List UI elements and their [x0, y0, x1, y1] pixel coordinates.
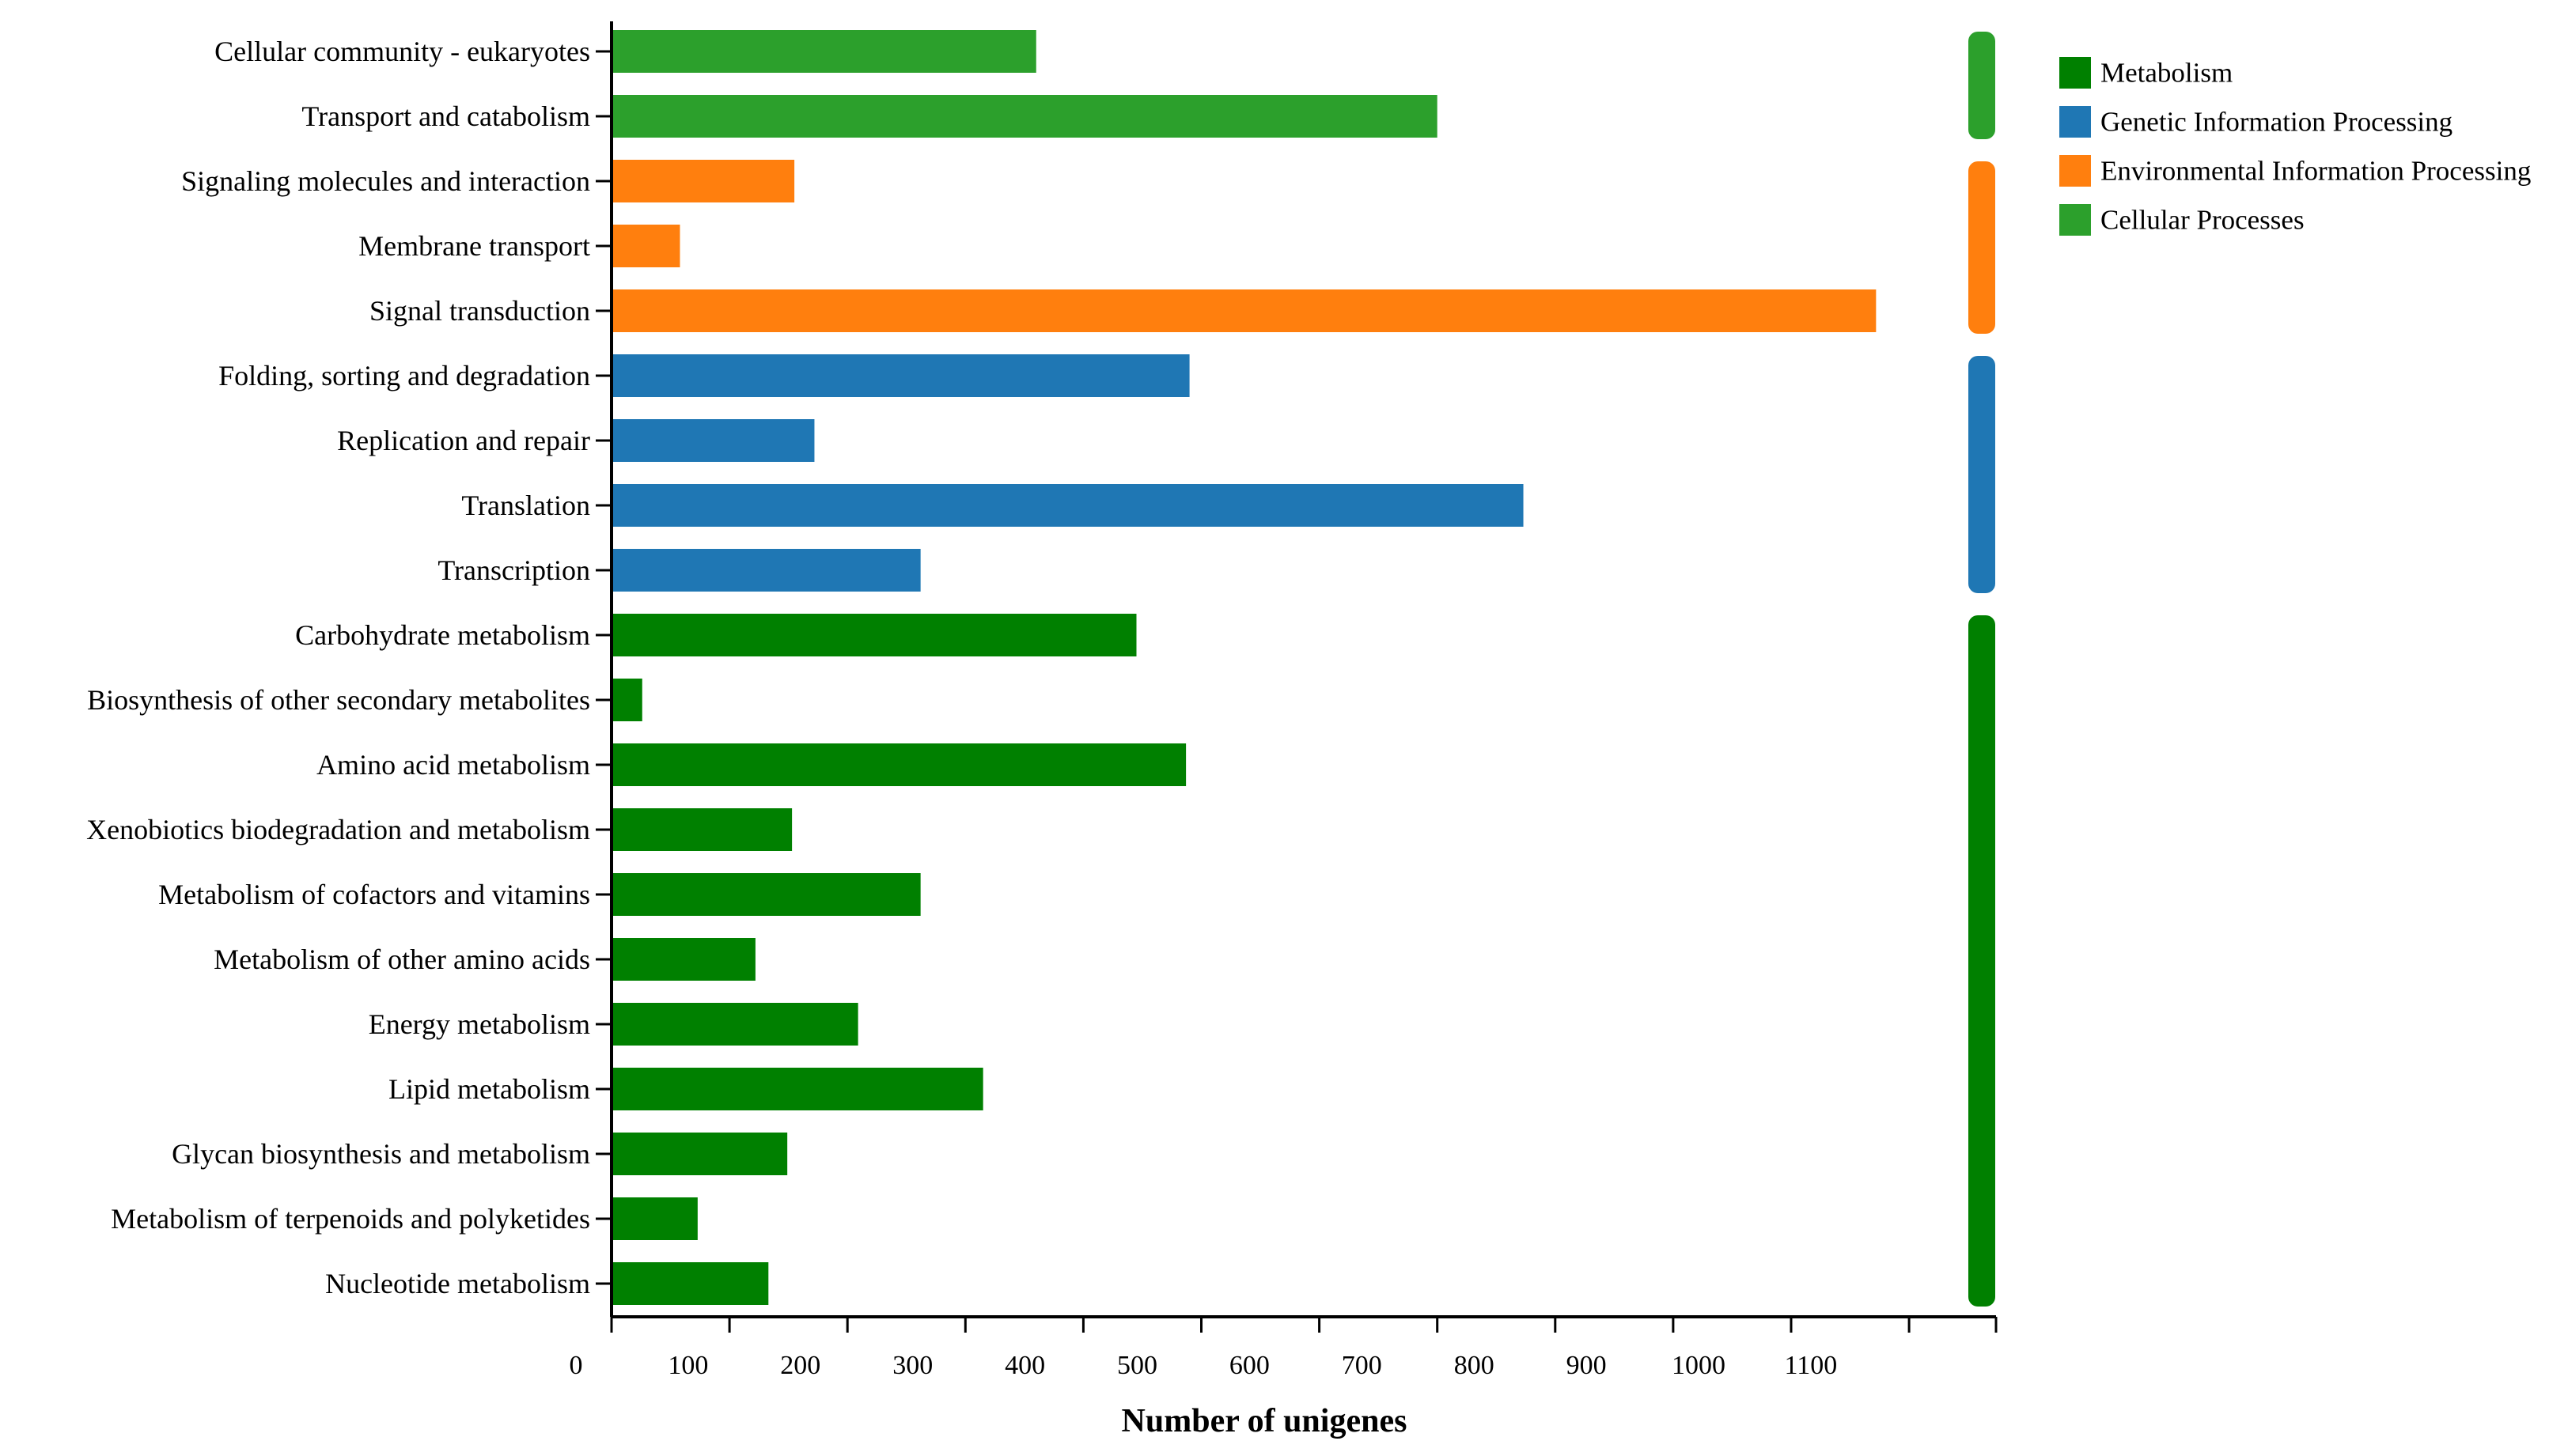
axes [596, 21, 1998, 1333]
bar-xenobiotics-biodegradation-and-metabolism [612, 808, 793, 851]
bar-metabolism-of-other-amino-acids [612, 938, 756, 981]
x-tick-label: 1100 [1785, 1351, 1838, 1380]
category-label: Folding, sorting and degradation [218, 360, 590, 391]
x-tick-label: 1000 [1672, 1351, 1725, 1380]
category-label: Replication and repair [337, 425, 590, 456]
group-bracket-genetic-information-processing [1968, 356, 1995, 593]
legend-label: Metabolism [2100, 58, 2233, 89]
bar-transport-and-catabolism [612, 95, 1437, 138]
category-label: Xenobiotics biodegradation and metabolis… [86, 814, 590, 845]
legend-label: Environmental Information Processing [2100, 156, 2531, 187]
bar-metabolism-of-cofactors-and-vitamins [612, 873, 921, 916]
category-label: Carbohydrate metabolism [295, 619, 590, 651]
bar-glycan-biosynthesis-and-metabolism [612, 1133, 788, 1175]
group-bracket-metabolism [1968, 615, 1995, 1307]
x-tick-label: 100 [668, 1351, 708, 1380]
bar-cellular-community-eukaryotes [612, 30, 1036, 73]
category-label: Signaling molecules and interaction [181, 165, 590, 197]
x-tick-label: 400 [1005, 1351, 1045, 1380]
bar-amino-acid-metabolism [612, 743, 1187, 786]
category-label: Energy metabolism [369, 1008, 590, 1040]
legend-swatch [2059, 204, 2091, 236]
category-label: Signal transduction [369, 295, 590, 327]
x-ticks: 0 100 200 300 400 500 600 700 800 900 1000 1100 [570, 1317, 1911, 1380]
bar-signal-transduction [612, 289, 1877, 332]
group-brackets [1968, 32, 1995, 1307]
category-label: Metabolism of cofactors and vitamins [158, 879, 590, 910]
legend-swatch [2059, 155, 2091, 187]
x-tick-label: 600 [1229, 1351, 1270, 1380]
bars-layer [612, 30, 1877, 1305]
bar-replication-and-repair [612, 419, 815, 462]
category-label: Lipid metabolism [388, 1073, 590, 1105]
x-tick-label: 700 [1342, 1351, 1382, 1380]
x-tick-label: 0 [570, 1351, 583, 1380]
bar-metabolism-of-terpenoids-and-polyketides [612, 1197, 698, 1240]
group-bracket-cellular-processes [1968, 32, 1995, 139]
category-labels: Cellular community - eukaryotes Transport… [86, 36, 590, 1299]
legend: Metabolism Genetic Information Processing… [2059, 57, 2531, 236]
category-label: Glycan biosynthesis and metabolism [172, 1138, 590, 1170]
bar-folding-sorting-and-degradation [612, 354, 1190, 397]
bar-signaling-molecules-and-interaction [612, 160, 795, 202]
category-label: Amino acid metabolism [316, 749, 590, 781]
bar-membrane-transport [612, 225, 680, 267]
bar-transcription [612, 549, 921, 592]
x-tick-label: 200 [780, 1351, 820, 1380]
x-tick-label: 800 [1454, 1351, 1494, 1380]
bar-energy-metabolism [612, 1003, 858, 1046]
bar-lipid-metabolism [612, 1068, 983, 1110]
category-label: Metabolism of other amino acids [214, 944, 590, 975]
category-label: Nucleotide metabolism [325, 1268, 590, 1299]
legend-label: Cellular Processes [2100, 205, 2305, 236]
legend-label: Genetic Information Processing [2100, 107, 2452, 138]
category-label: Membrane transport [358, 230, 590, 262]
category-label: Transport and catabolism [301, 100, 590, 132]
category-label: Translation [461, 490, 590, 521]
bar-nucleotide-metabolism [612, 1262, 769, 1305]
bar-translation [612, 484, 1524, 527]
x-tick-label: 500 [1117, 1351, 1157, 1380]
category-label: Biosynthesis of other secondary metaboli… [87, 684, 590, 716]
x-axis-title: Number of unigenes [1122, 1403, 1407, 1439]
legend-swatch [2059, 57, 2091, 89]
legend-swatch [2059, 106, 2091, 138]
category-label: Cellular community - eukaryotes [214, 36, 590, 67]
category-label: Transcription [437, 554, 590, 586]
bar-biosynthesis-of-other-secondary-metabolites [612, 679, 642, 721]
x-tick-label: 300 [892, 1351, 933, 1380]
x-tick-label: 900 [1566, 1351, 1607, 1380]
group-bracket-environmental-information-processing [1968, 161, 1995, 334]
bar-carbohydrate-metabolism [612, 614, 1137, 656]
category-label: Metabolism of terpenoids and polyketides [111, 1203, 590, 1235]
